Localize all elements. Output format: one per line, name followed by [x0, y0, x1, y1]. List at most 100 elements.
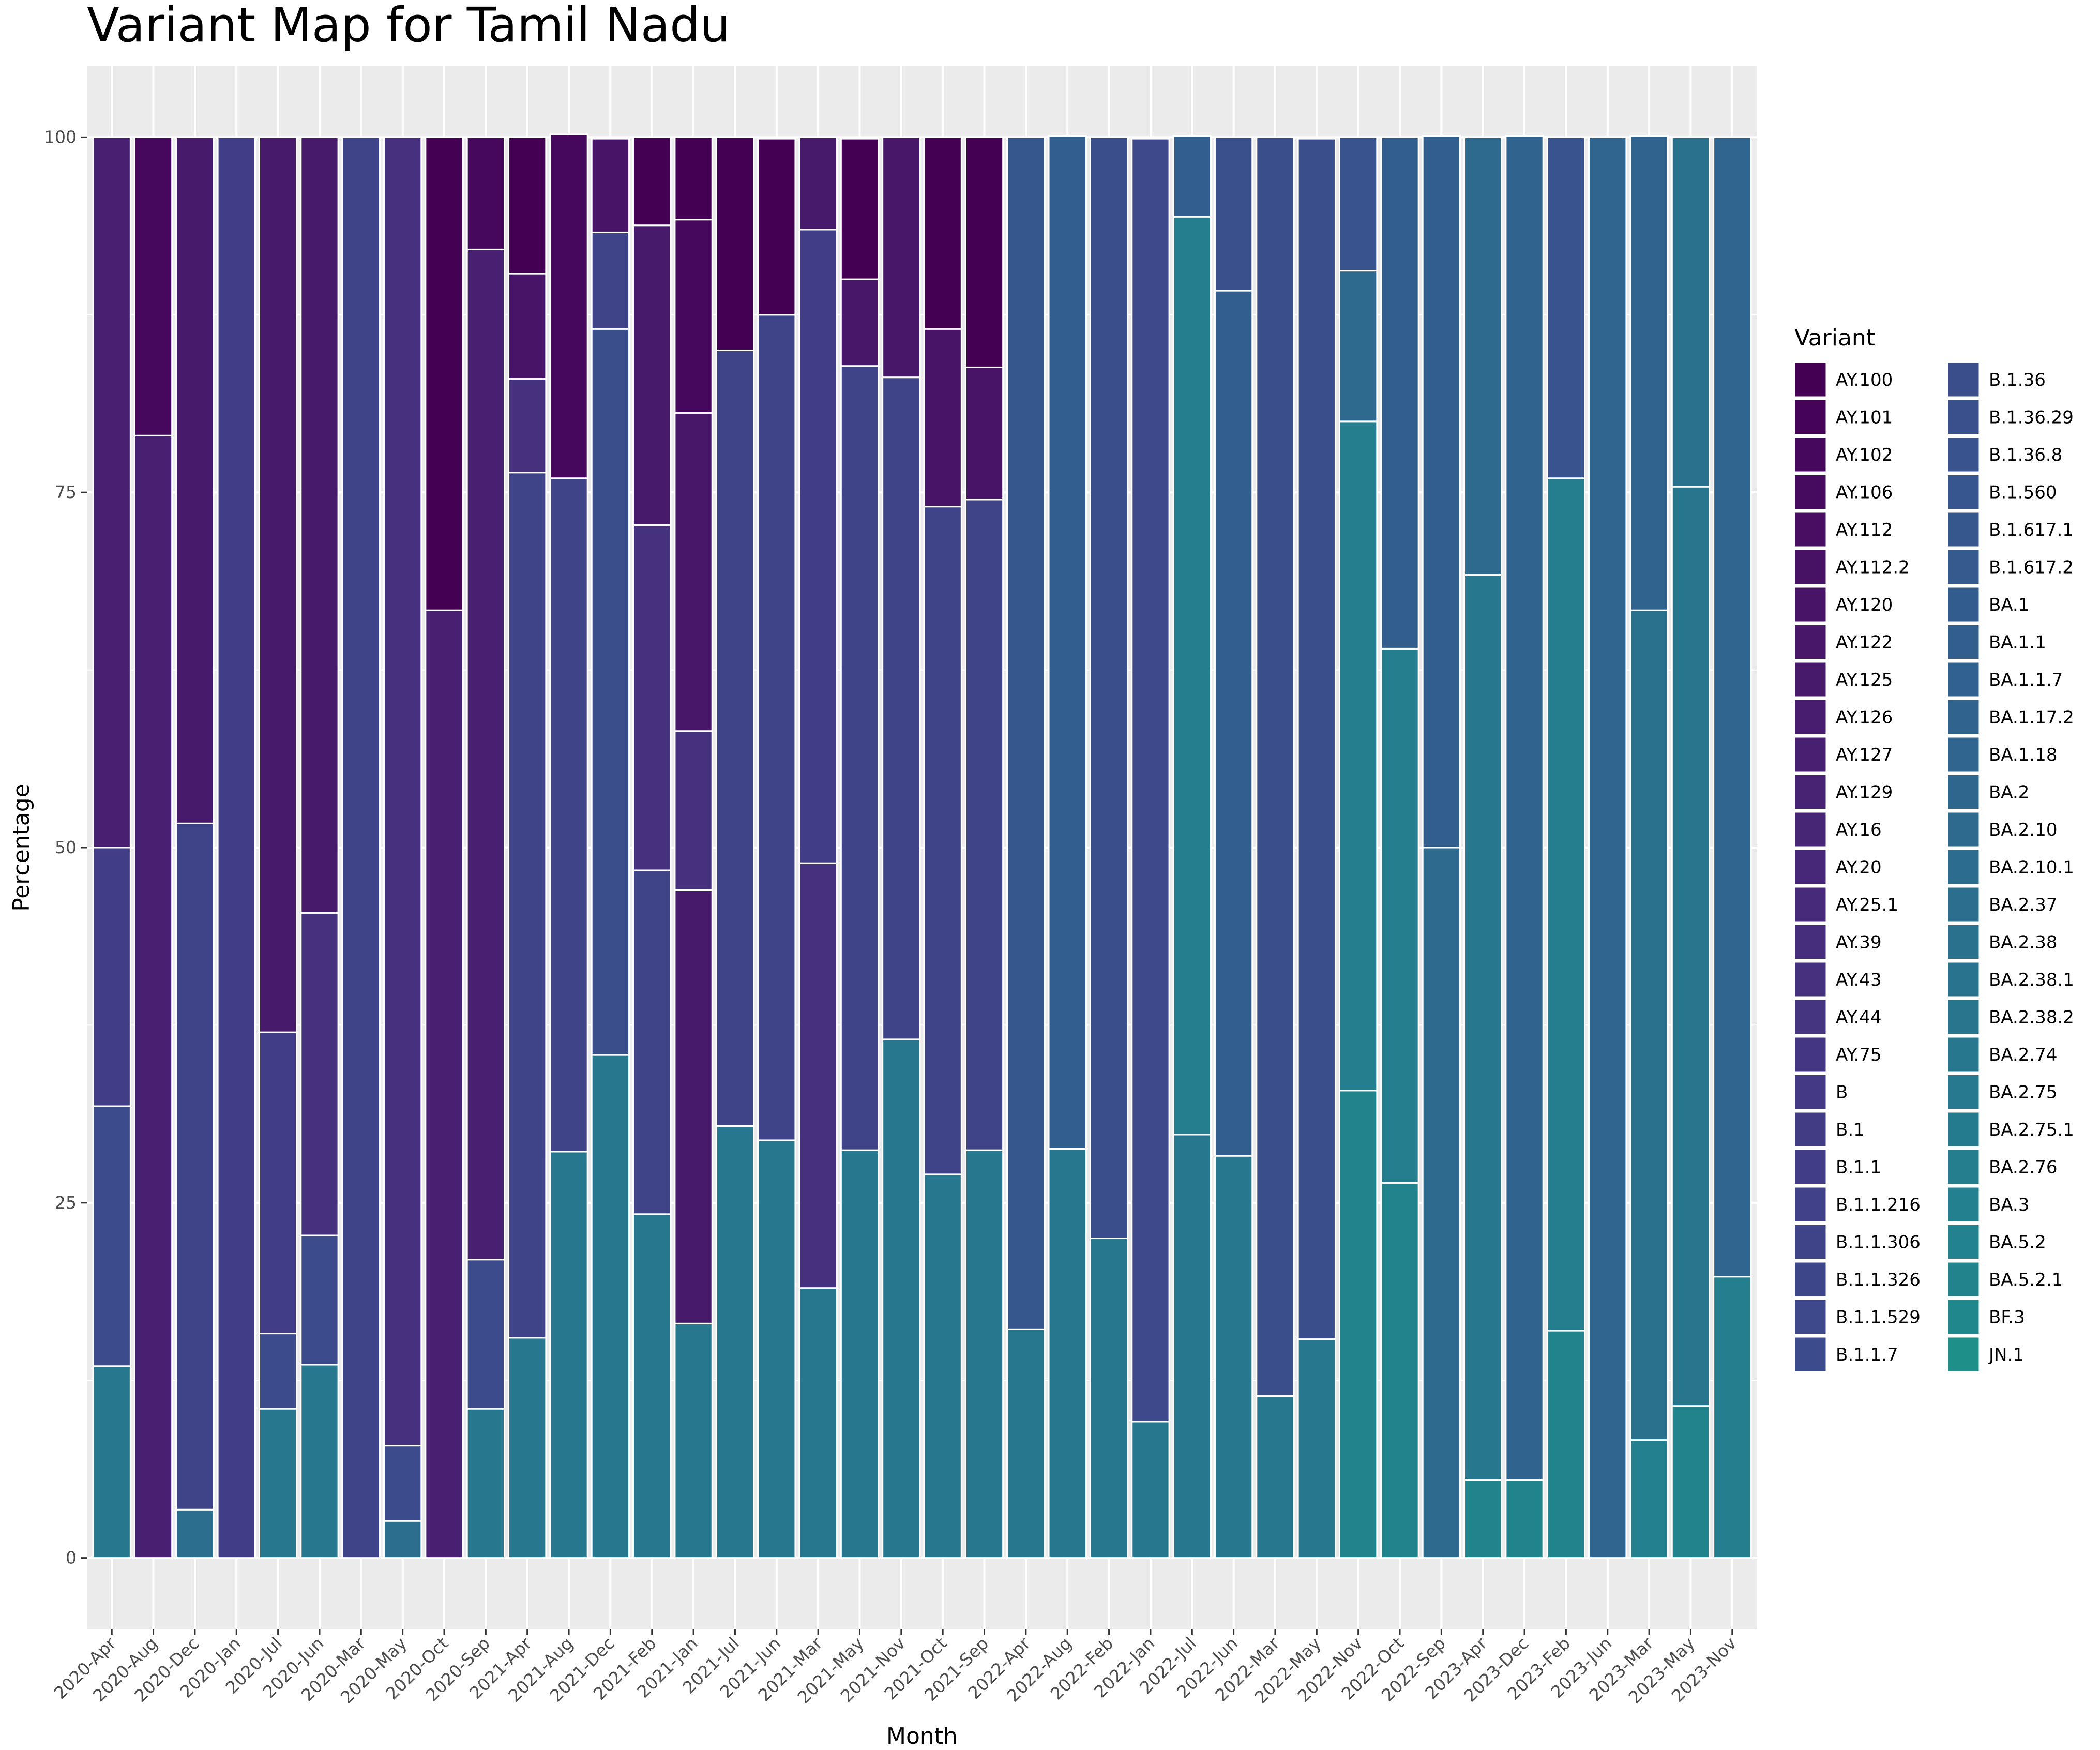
- bar-segment: [1380, 136, 1419, 650]
- legend-key: [1946, 661, 1981, 698]
- bar-segment: [341, 136, 381, 1559]
- legend-label: BA.2.38: [1989, 932, 2058, 953]
- bar-segment: [964, 366, 1004, 501]
- bar-segment: [549, 477, 588, 1153]
- legend-label: B.1.617.1: [1989, 520, 2074, 540]
- legend-key: [1946, 1036, 1981, 1073]
- legend-label: BA.1.17.2: [1989, 707, 2074, 728]
- y-axis-title: Percentage: [8, 783, 35, 912]
- bar-segment: [1463, 574, 1503, 1481]
- legend-key: [1793, 999, 1827, 1035]
- bar-segment: [591, 138, 630, 233]
- bar-segment: [715, 136, 755, 351]
- legend-key: [1793, 1336, 1827, 1373]
- legend-label: AY.25.1: [1836, 895, 1898, 915]
- bar-segment: [882, 136, 921, 379]
- legend-label: AY.106: [1836, 482, 1893, 503]
- bar-segment: [92, 136, 131, 849]
- legend-key: [1946, 699, 1981, 735]
- y-tick-label: 75: [55, 482, 77, 502]
- bar-segment: [882, 1038, 921, 1559]
- bar-segment: [632, 524, 672, 871]
- x-axis: 2020-Apr2020-Aug2020-Dec2020-Jan2020-Jul…: [50, 1629, 1740, 1708]
- bar-segment: [964, 1149, 1004, 1559]
- bar-segment: [1048, 1148, 1087, 1559]
- bar-segment: [466, 248, 506, 1261]
- bar-segment: [1089, 136, 1129, 1240]
- legend-label: B.1.36.8: [1989, 445, 2062, 465]
- bar-segment: [1297, 138, 1336, 1340]
- legend-label: B.1.617.2: [1989, 557, 2074, 578]
- bar-segment: [591, 231, 630, 330]
- legend-key: [1793, 886, 1827, 923]
- legend-label: BA.5.2.1: [1989, 1270, 2063, 1290]
- bar-segment: [300, 1234, 339, 1366]
- bar-segment: [1089, 1238, 1129, 1559]
- legend-label: BA.2: [1989, 782, 2029, 803]
- legend-key: [1793, 511, 1827, 548]
- bar-segment: [383, 1445, 422, 1522]
- legend-label: AY.112: [1836, 520, 1893, 540]
- legend-label: BA.2.74: [1989, 1045, 2058, 1065]
- legend-label: B.1.1.529: [1836, 1307, 1921, 1328]
- legend-key: [1946, 1299, 1981, 1335]
- bar-segment: [1256, 1395, 1295, 1559]
- bar-segment: [1713, 136, 1752, 1278]
- bar-segment: [674, 889, 713, 1324]
- legend-key: [1793, 361, 1827, 398]
- bar-segment: [1214, 290, 1253, 1157]
- legend-key: [1793, 699, 1827, 735]
- bar-segment: [1713, 1276, 1752, 1559]
- bar-segment: [549, 1151, 588, 1559]
- bar-segment: [923, 136, 962, 330]
- legend-key: [1946, 961, 1981, 998]
- legend-key: [1793, 1074, 1827, 1110]
- legend-key: [1793, 961, 1827, 998]
- legend-label: BA.2.75: [1989, 1082, 2058, 1103]
- legend-label: B: [1836, 1082, 1848, 1103]
- bar-segment: [1629, 135, 1669, 611]
- legend-label: JN.1: [1988, 1345, 2024, 1365]
- bar-segment: [1671, 486, 1711, 1407]
- legend-label: AY.43: [1836, 970, 1882, 990]
- bar-segment: [92, 847, 131, 1107]
- bar-segment: [1546, 136, 1586, 479]
- legend-label: BA.1.1.7: [1989, 670, 2063, 690]
- bar-segment: [1172, 135, 1212, 218]
- bar-segment: [757, 138, 796, 316]
- bar-segment: [508, 378, 547, 474]
- bar-segment: [1214, 136, 1253, 292]
- bar-segment: [632, 136, 672, 227]
- bar-segment: [258, 1333, 298, 1410]
- legend-key: [1946, 1186, 1981, 1223]
- legend-label: AY.16: [1836, 820, 1882, 840]
- bar-segment: [798, 1287, 838, 1559]
- legend-key: [1793, 774, 1827, 810]
- legend-label: AY.100: [1836, 370, 1893, 390]
- bar-segment: [1006, 136, 1046, 1330]
- y-tick-label: 0: [66, 1548, 77, 1568]
- legend-key: [1793, 1036, 1827, 1073]
- bar-segment: [1463, 1479, 1503, 1559]
- legend-key: [1793, 624, 1827, 660]
- legend-key: [1793, 1186, 1827, 1223]
- legend-key: [1946, 849, 1981, 885]
- bar-segment: [175, 822, 215, 1511]
- bar-segment: [591, 328, 630, 1056]
- bar-segment: [508, 472, 547, 1339]
- legend-items: AY.100 AY.101 AY.102 AY.106 AY.112 AY.112.2 AY…: [1793, 361, 2074, 1373]
- legend-key: [1793, 399, 1827, 435]
- x-axis-title: Month: [886, 1723, 958, 1749]
- bar-segment: [674, 1322, 713, 1559]
- legend-label: AY.122: [1836, 632, 1893, 653]
- bar-segment: [1588, 136, 1627, 1559]
- bar-segment: [757, 1139, 796, 1559]
- bar-segment: [1422, 847, 1461, 1559]
- bar-segment: [715, 1125, 755, 1559]
- legend-label: B.1.36.29: [1989, 408, 2074, 428]
- bar-segment: [840, 365, 880, 1151]
- bar-segment: [882, 376, 921, 1040]
- legend-key: [1793, 474, 1827, 510]
